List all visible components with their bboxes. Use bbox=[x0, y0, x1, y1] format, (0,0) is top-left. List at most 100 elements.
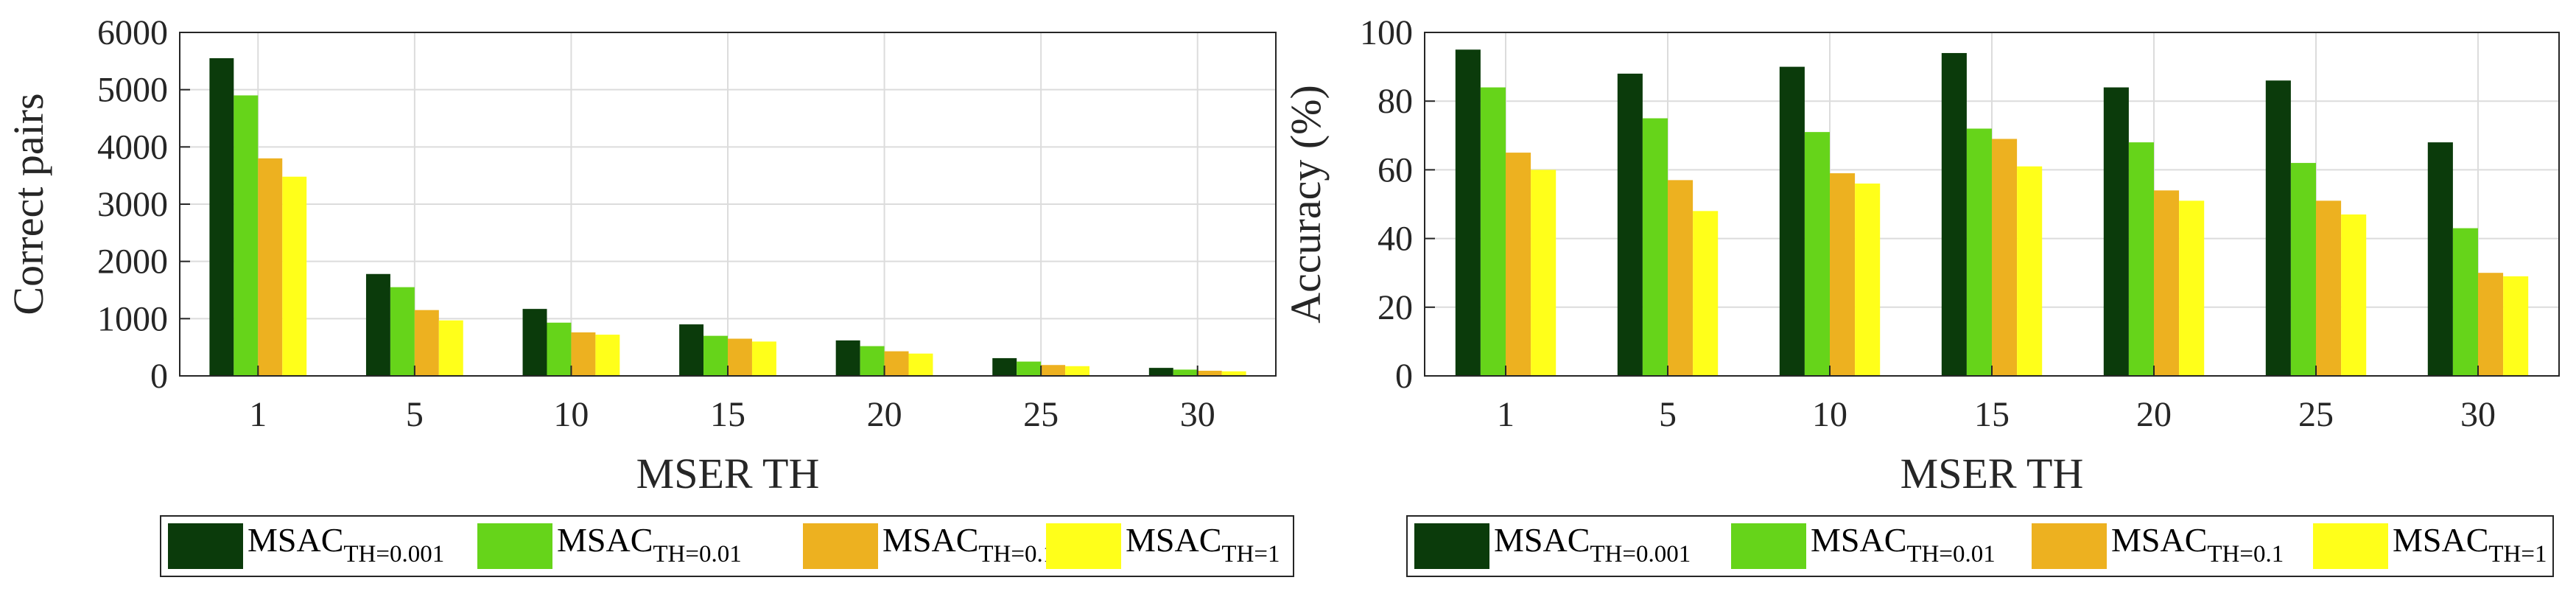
bar bbox=[1065, 366, 1090, 376]
bar bbox=[884, 351, 909, 376]
bar bbox=[2154, 190, 2180, 376]
bar bbox=[751, 341, 776, 376]
y-tick-label: 60 bbox=[1378, 150, 1413, 189]
bar bbox=[2290, 163, 2316, 376]
bar bbox=[1173, 369, 1198, 376]
x-tick-label: 30 bbox=[1180, 395, 1215, 434]
bar bbox=[2427, 142, 2453, 376]
bar bbox=[703, 335, 728, 376]
bar bbox=[365, 273, 390, 376]
x-tick-label: 20 bbox=[2136, 395, 2172, 434]
legend-swatch bbox=[477, 523, 552, 569]
bar bbox=[1693, 211, 1719, 376]
bar bbox=[1480, 87, 1506, 376]
bar bbox=[1531, 170, 1557, 376]
bar bbox=[1668, 180, 1694, 376]
bar bbox=[860, 346, 885, 376]
x-axis-label: MSER TH bbox=[1901, 450, 2084, 498]
y-tick-label: 3000 bbox=[97, 185, 168, 224]
y-tick-labels: 0 20 40 60 80 100 bbox=[1360, 13, 1435, 396]
bar bbox=[2128, 142, 2154, 376]
bar bbox=[2341, 214, 2367, 376]
bar bbox=[1830, 173, 1856, 376]
y-tick-labels: 0 1000 2000 3000 4000 5000 6000 bbox=[97, 13, 190, 396]
bar bbox=[2017, 166, 2043, 377]
x-tick-label: 30 bbox=[2460, 395, 2496, 434]
bar bbox=[2452, 228, 2478, 376]
bar bbox=[414, 310, 439, 376]
y-tick-label: 80 bbox=[1378, 82, 1413, 121]
x-tick-label: 1 bbox=[249, 395, 267, 434]
x-tick-label: 10 bbox=[1812, 395, 1847, 434]
y-tick-label: 6000 bbox=[97, 13, 168, 52]
x-tick-labels: 1 5 10 15 20 25 30 bbox=[1497, 366, 2496, 434]
bar bbox=[595, 335, 620, 376]
bar bbox=[908, 353, 933, 376]
bar bbox=[835, 340, 860, 376]
y-tick-label: 40 bbox=[1378, 220, 1413, 259]
bar bbox=[2179, 200, 2205, 376]
legend-swatch bbox=[1414, 523, 1489, 569]
legend: MSACTH=0.001 MSACTH=0.01 MSACTH=0.1 MSACTH=… bbox=[160, 515, 1294, 577]
legend-swatch bbox=[2032, 523, 2107, 569]
x-tick-labels: 1 5 10 15 20 25 30 bbox=[249, 366, 1215, 434]
bar bbox=[1855, 184, 1881, 377]
bar bbox=[728, 338, 752, 376]
bar bbox=[1148, 368, 1173, 376]
y-axis-label: Accuracy (%) bbox=[1282, 85, 1330, 324]
legend-swatch bbox=[168, 523, 243, 569]
legend-entry: MSACTH=0.001 bbox=[1494, 521, 1691, 568]
bar bbox=[522, 309, 547, 376]
bar bbox=[1941, 52, 1967, 377]
y-tick-label: 4000 bbox=[97, 128, 168, 167]
legend-entry: MSACTH=0.001 bbox=[248, 521, 444, 568]
x-tick-label: 15 bbox=[1974, 395, 2010, 434]
x-tick-label: 5 bbox=[406, 395, 424, 434]
bar bbox=[1804, 132, 1830, 376]
bar bbox=[571, 332, 596, 376]
legend-swatch bbox=[2313, 523, 2388, 569]
y-axis-label: Correct pairs bbox=[4, 93, 52, 315]
x-tick-label: 20 bbox=[867, 395, 902, 434]
legend-swatch bbox=[1046, 523, 1121, 569]
bar-group bbox=[1455, 49, 2529, 377]
bar bbox=[258, 158, 283, 376]
legend-entry: MSACTH=0.01 bbox=[557, 521, 742, 568]
bar bbox=[1197, 371, 1222, 376]
y-tick-label: 100 bbox=[1360, 13, 1413, 52]
bar bbox=[1506, 153, 1531, 376]
bar bbox=[1642, 118, 1668, 376]
legend-entry: MSACTH=0.1 bbox=[2111, 521, 2284, 568]
y-tick-label: 2000 bbox=[97, 242, 168, 282]
legend: MSACTH=0.001 MSACTH=0.01 MSACTH=0.1 MSACTH=… bbox=[1406, 515, 2554, 577]
legend-entry: MSACTH=1 bbox=[2393, 521, 2547, 568]
y-tick-label: 20 bbox=[1378, 288, 1413, 327]
bar bbox=[1617, 73, 1643, 377]
bar bbox=[2265, 80, 2291, 377]
bar bbox=[1992, 139, 2018, 376]
bar bbox=[438, 320, 463, 376]
legend-swatch bbox=[803, 523, 878, 569]
x-tick-label: 15 bbox=[710, 395, 745, 434]
bar bbox=[390, 287, 415, 376]
bar bbox=[1966, 128, 1992, 377]
y-tick-label: 1000 bbox=[97, 299, 168, 338]
legend-swatch bbox=[1731, 523, 1806, 569]
bar bbox=[1221, 371, 1246, 376]
legend-entry: MSACTH=1 bbox=[1126, 521, 1280, 568]
bar bbox=[282, 176, 307, 376]
bar bbox=[2478, 273, 2504, 376]
x-tick-label: 5 bbox=[1659, 395, 1677, 434]
bar bbox=[1041, 365, 1066, 376]
bar bbox=[1455, 49, 1481, 377]
x-axis-label: MSER TH bbox=[636, 450, 820, 498]
legend-entry: MSACTH=0.1 bbox=[882, 521, 1055, 568]
bar bbox=[2503, 276, 2529, 376]
x-tick-label: 1 bbox=[1497, 395, 1515, 434]
legend-entry: MSACTH=0.01 bbox=[1811, 521, 1996, 568]
bar bbox=[679, 324, 704, 376]
bar bbox=[547, 322, 572, 376]
bar bbox=[1017, 361, 1042, 376]
